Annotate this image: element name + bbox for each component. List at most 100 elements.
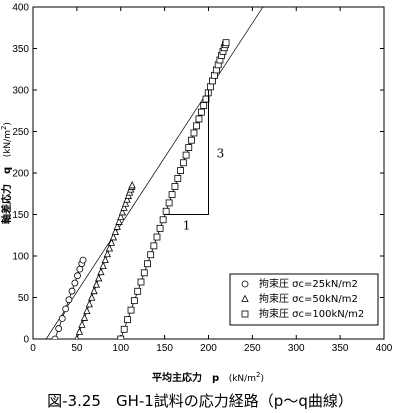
legend: 拘束圧 σc=25kN/m2 拘束圧 σc=50kN/m2 拘束圧 σc=100… (229, 273, 379, 326)
data-point (83, 306, 91, 315)
data-point (120, 325, 128, 333)
data-point (58, 315, 66, 322)
data-point (127, 306, 135, 314)
data-point (124, 316, 132, 324)
data-point (92, 280, 101, 288)
data-point (206, 83, 214, 91)
x-tick-label: 350 (332, 343, 349, 354)
legend-entry-25: 拘束圧 σc=25kN/m2 (259, 277, 358, 290)
data-point (177, 167, 185, 174)
x-axis-title: 平均主応力 p (kN/m2) (152, 371, 264, 384)
data-point (118, 208, 127, 216)
y-tick-label: 200 (12, 169, 29, 180)
data-point (109, 233, 118, 241)
data-point (156, 224, 164, 232)
series-triangle (74, 181, 136, 339)
data-point (90, 286, 98, 295)
data-point (130, 297, 138, 305)
figure-caption: 図-3.25 GH-1試料の応力経路（p～q曲線） (47, 392, 353, 410)
data-point (117, 212, 125, 220)
y-axis-unit-sup: 2 (0, 126, 8, 130)
y-axis-title: 軸差応力 q (kN/m2) (0, 122, 13, 224)
data-point (62, 305, 70, 313)
data-point (103, 249, 112, 258)
data-point (222, 39, 230, 47)
x-axis-unit-sup: 2 (256, 371, 260, 379)
x-tick-label: 100 (112, 343, 129, 354)
data-point (105, 244, 114, 252)
legend-square-icon (241, 310, 249, 318)
data-point (153, 233, 161, 241)
data-point (85, 299, 93, 308)
x-axis-unit-close: ) (260, 374, 264, 384)
y-tick-label: 400 (12, 3, 29, 14)
data-point (159, 216, 167, 224)
data-point (99, 261, 107, 270)
data-point (113, 222, 121, 230)
data-point (74, 272, 81, 280)
data-point (120, 203, 128, 211)
data-point (79, 256, 87, 264)
data-point (147, 251, 155, 259)
slope-triangle (164, 90, 209, 215)
data-point (115, 217, 123, 225)
data-point (182, 151, 190, 159)
x-tick-label: 400 (376, 343, 393, 354)
data-point (78, 320, 86, 328)
data-point (107, 238, 116, 246)
data-point (168, 191, 176, 199)
slope-rise-label: 3 (217, 146, 225, 160)
data-point (185, 144, 193, 151)
x-tick-label: 0 (30, 343, 36, 354)
x-tick-label: 150 (156, 343, 173, 354)
data-point (123, 195, 131, 203)
y-tick-label: 300 (12, 86, 29, 97)
stress-path-chart: 0 50 100 150 200 250 300 350 400 0 50 100 150 200 250… (0, 3, 393, 385)
data-point (179, 159, 187, 167)
data-point (97, 267, 105, 276)
data-point (55, 325, 63, 332)
slope-run-label: 1 (183, 219, 191, 233)
y-tick-label: 50 (18, 293, 30, 304)
x-tick-label: 200 (200, 343, 217, 354)
data-point (197, 108, 205, 116)
data-point (137, 278, 145, 286)
data-point (128, 181, 136, 189)
x-axis-title-text: 平均主応力 p (152, 371, 219, 384)
data-point (65, 296, 73, 304)
data-point (121, 199, 130, 207)
data-point (111, 227, 120, 236)
data-point (200, 102, 208, 109)
data-point (171, 183, 179, 190)
y-tick-label: 350 (12, 44, 29, 55)
y-axis-title-text: 軸差応力 q (0, 167, 13, 224)
data-point (88, 293, 96, 301)
data-point (95, 274, 103, 282)
data-point (68, 287, 76, 295)
legend-entry-100: 拘束圧 σc=100kN/m2 (259, 307, 364, 320)
data-point (101, 255, 109, 264)
data-point (51, 335, 59, 339)
data-point (165, 199, 173, 207)
y-axis-unit: (kN/m (3, 130, 13, 157)
data-point (124, 191, 132, 199)
data-point (187, 136, 195, 144)
data-point (209, 77, 216, 85)
data-point (190, 129, 198, 137)
data-point (117, 335, 125, 339)
x-axis-unit: (kN/m (229, 374, 256, 384)
y-tick-label: 100 (12, 252, 29, 263)
data-point (140, 269, 148, 277)
series-square (117, 39, 230, 339)
data-point (75, 327, 84, 335)
data-point (71, 279, 79, 287)
data-point (193, 122, 200, 130)
x-tick-label: 50 (71, 343, 83, 354)
reference-line (45, 7, 264, 339)
data-point (150, 242, 158, 250)
y-tick-label: 150 (12, 210, 29, 221)
x-tick-label: 300 (288, 343, 305, 354)
data-point (144, 260, 151, 268)
y-tick-label: 250 (12, 127, 29, 138)
data-point (80, 313, 89, 321)
